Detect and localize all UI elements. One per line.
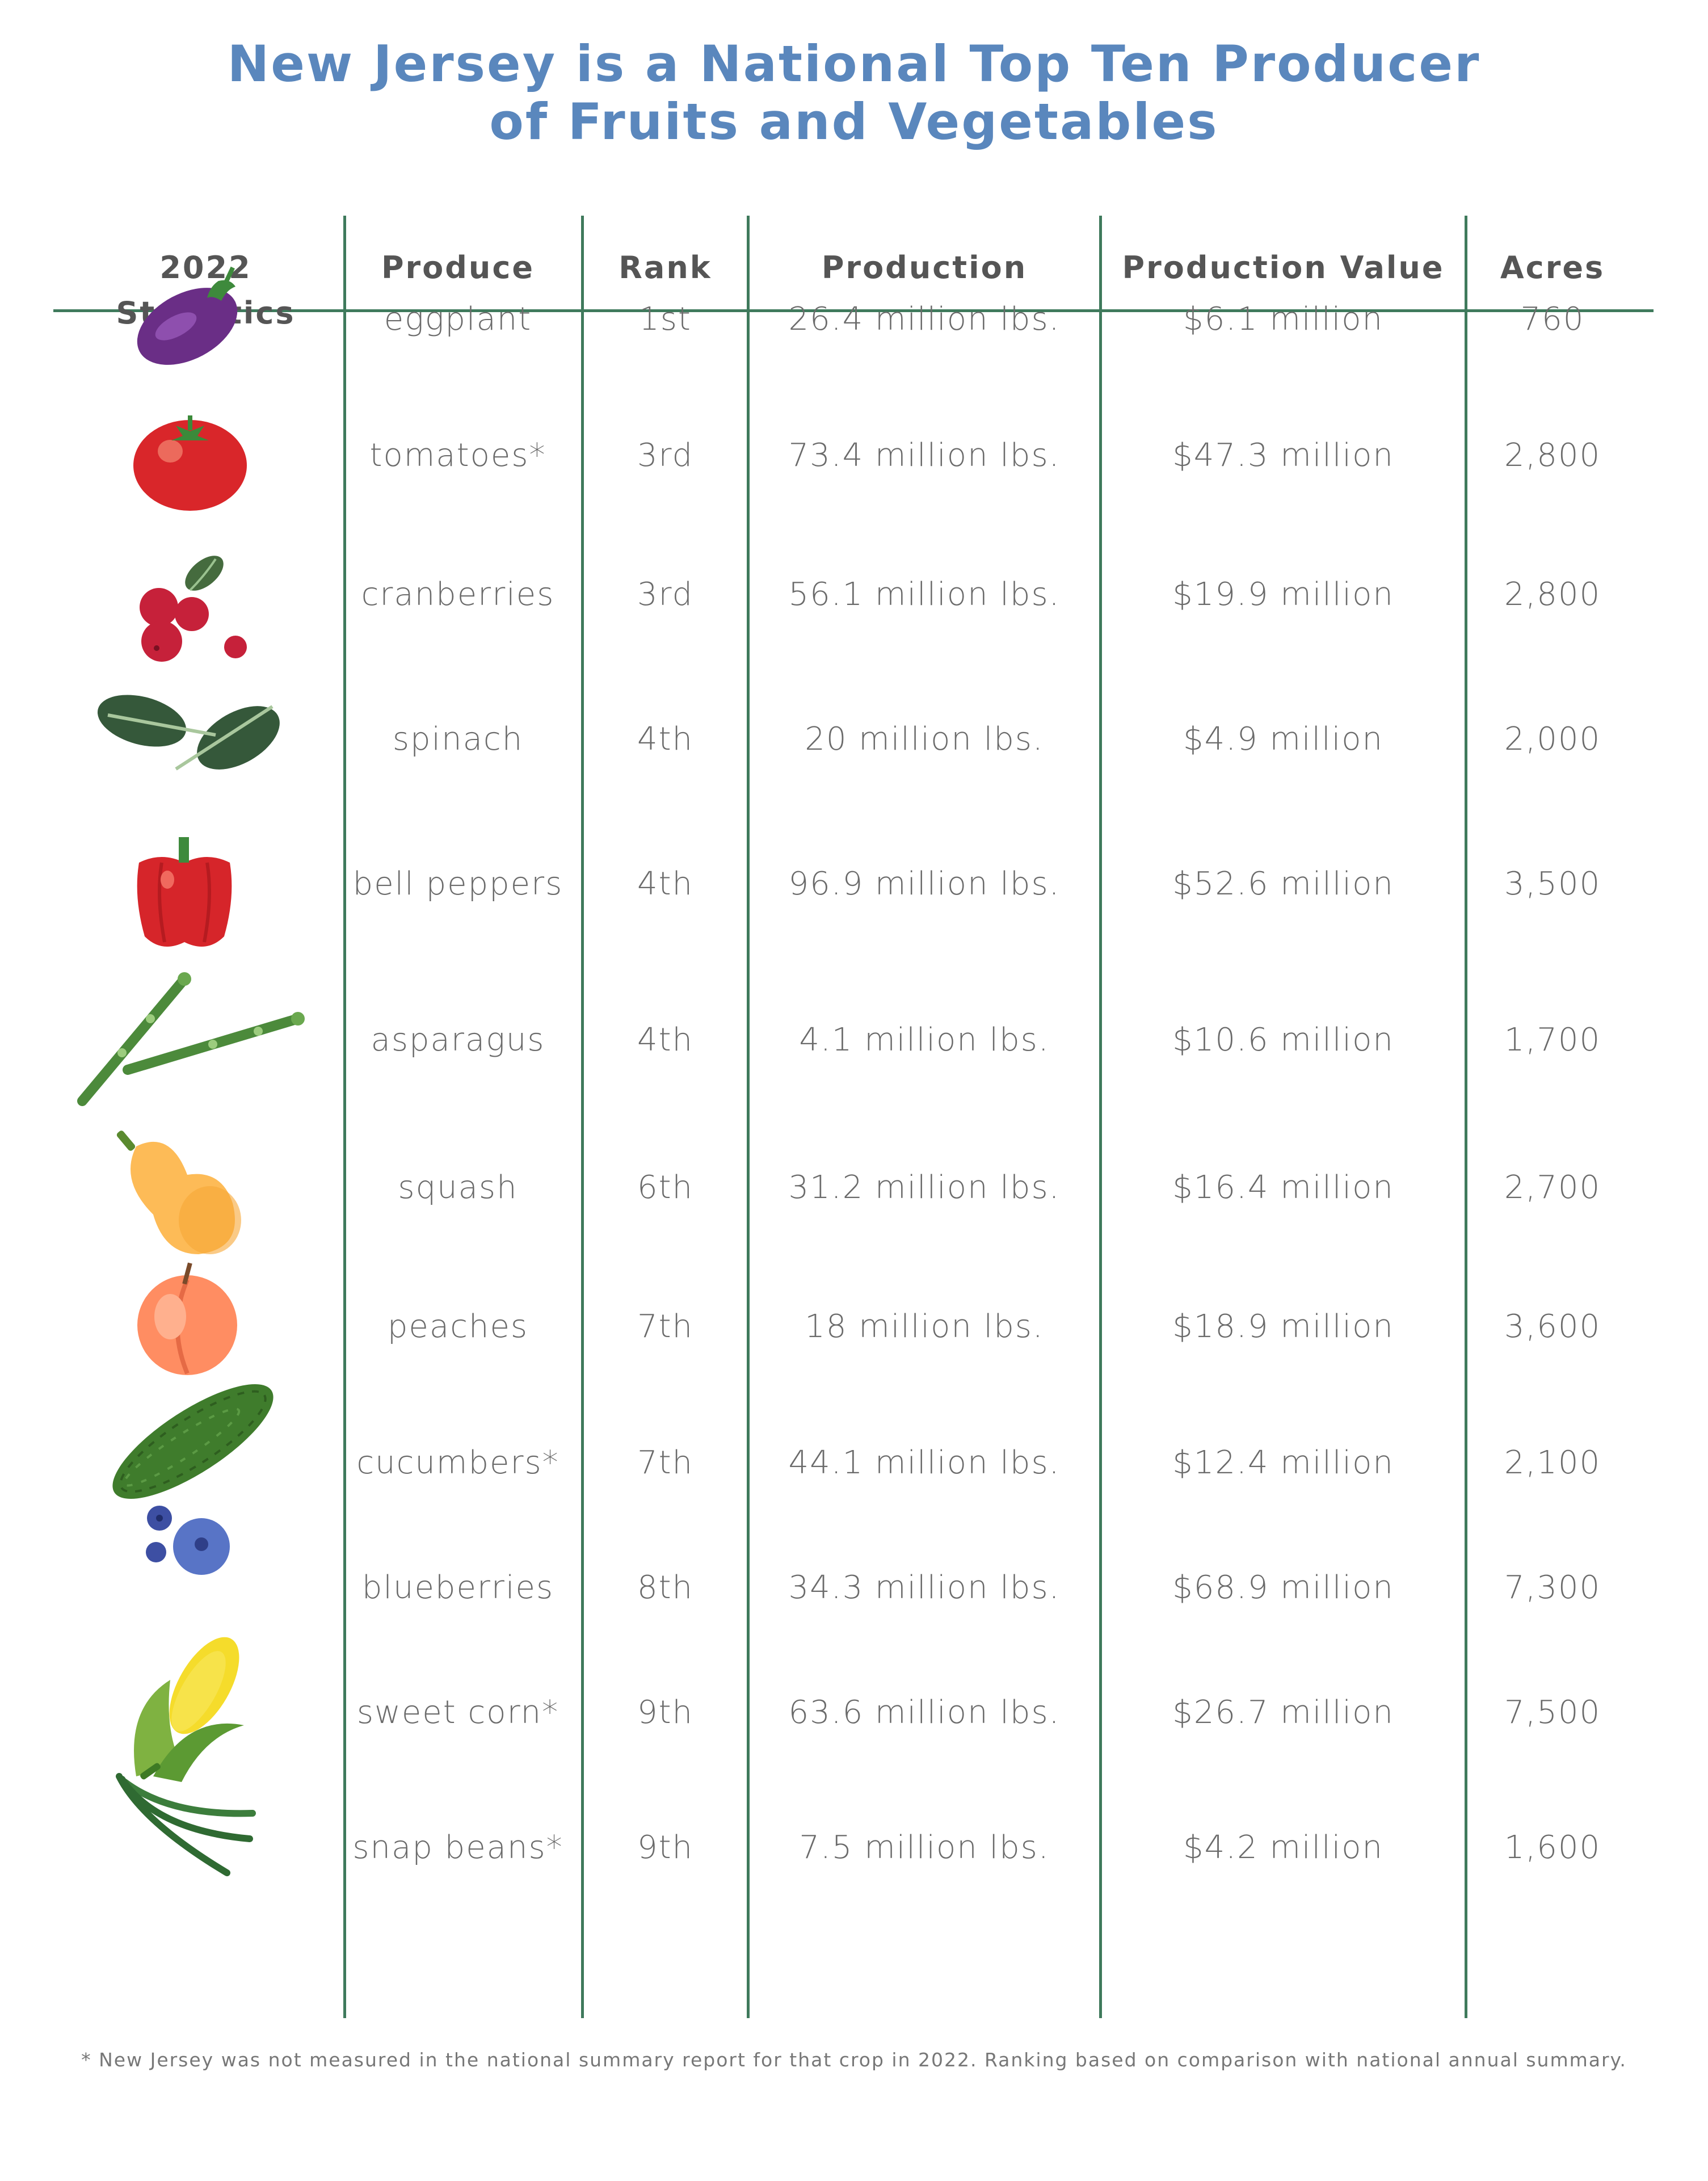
tomato-icon xyxy=(122,403,258,519)
cell-acres: 2,100 xyxy=(1504,1444,1601,1481)
cell-value: $47.3 million xyxy=(1172,437,1394,474)
cell-value: $68.9 million xyxy=(1172,1569,1394,1606)
cell-production: 73.4 million lbs. xyxy=(788,437,1061,474)
cell-acres: 2,000 xyxy=(1504,721,1601,758)
cell-acres: 1,600 xyxy=(1504,1829,1601,1866)
cell-acres: 2,800 xyxy=(1504,437,1601,474)
peach-icon xyxy=(125,1254,250,1381)
cell-produce: tomatoes* xyxy=(369,437,546,474)
cell-acres: 3,600 xyxy=(1504,1308,1601,1345)
header-produce: Produce xyxy=(381,250,535,285)
header-production-value: Production Value xyxy=(1122,250,1445,285)
cell-produce: eggplant xyxy=(384,301,532,338)
cell-production: 63.6 million lbs. xyxy=(788,1694,1061,1731)
cell-produce: squash xyxy=(398,1169,518,1206)
cell-rank: 8th xyxy=(637,1569,694,1606)
cell-production: 34.3 million lbs. xyxy=(788,1569,1061,1606)
cell-value: $26.7 million xyxy=(1172,1694,1394,1731)
cell-rank: 1st xyxy=(639,301,692,338)
cell-value: $18.9 million xyxy=(1172,1308,1394,1345)
title-line-2: of Fruits and Vegetables xyxy=(489,93,1219,151)
header-rank: Rank xyxy=(619,250,712,285)
sweet-corn-icon xyxy=(113,1629,261,1784)
cell-value: $4.2 million xyxy=(1183,1829,1384,1866)
header-acres: Acres xyxy=(1500,250,1605,285)
cell-production: 56.1 million lbs. xyxy=(788,576,1061,613)
column-divider xyxy=(1465,216,1467,2018)
cell-acres: 7,300 xyxy=(1504,1569,1601,1606)
statistics-table: 2022 Statistics Produce Rank Production … xyxy=(0,216,1708,2032)
cell-production: 18 million lbs. xyxy=(805,1308,1044,1345)
column-divider xyxy=(747,216,750,2018)
cell-production: 44.1 million lbs. xyxy=(788,1444,1061,1481)
cell-rank: 9th xyxy=(637,1694,694,1731)
column-divider xyxy=(1099,216,1102,2018)
cell-acres: 7,500 xyxy=(1504,1694,1601,1731)
cell-value: $52.6 million xyxy=(1172,865,1394,902)
spinach-icon xyxy=(91,684,295,788)
cell-produce: asparagus xyxy=(371,1022,545,1058)
cell-rank: 7th xyxy=(637,1308,694,1345)
cell-rank: 4th xyxy=(637,1022,694,1058)
cell-value: $10.6 million xyxy=(1172,1022,1394,1058)
cell-produce: cucumbers* xyxy=(356,1444,559,1481)
cell-value: $19.9 million xyxy=(1172,576,1394,613)
cell-rank: 9th xyxy=(637,1829,694,1866)
bell-pepper-icon xyxy=(122,829,247,961)
cell-production: 4.1 million lbs. xyxy=(799,1022,1050,1058)
cell-value: $6.1 million xyxy=(1183,301,1384,338)
cell-rank: 4th xyxy=(637,721,694,758)
cell-production: 26.4 million lbs. xyxy=(788,301,1061,338)
footnote: * New Jersey was not measured in the nat… xyxy=(81,2049,1627,2071)
blueberries-icon xyxy=(139,1495,241,1583)
cell-acres: 1,700 xyxy=(1504,1022,1601,1058)
column-divider xyxy=(581,216,584,2018)
header-production: Production xyxy=(821,250,1028,285)
cucumber-icon xyxy=(96,1373,289,1512)
cell-production: 31.2 million lbs. xyxy=(788,1169,1061,1206)
snap-beans-icon xyxy=(113,1771,261,1881)
squash-icon xyxy=(102,1107,261,1268)
cell-produce: blueberries xyxy=(361,1569,554,1606)
cell-produce: cranberries xyxy=(361,576,555,613)
cell-production: 20 million lbs. xyxy=(805,721,1044,758)
cell-acres: 760 xyxy=(1520,301,1585,338)
cell-value: $4.9 million xyxy=(1183,721,1384,758)
eggplant-icon xyxy=(122,255,258,383)
page-title: New Jersey is a National Top Ten Produce… xyxy=(0,35,1708,151)
asparagus-icon xyxy=(71,968,309,1117)
header-rule xyxy=(53,309,1654,312)
cell-acres: 2,800 xyxy=(1504,576,1601,613)
cell-produce: sweet corn* xyxy=(356,1694,559,1731)
cell-value: $12.4 million xyxy=(1172,1444,1394,1481)
cell-acres: 2,700 xyxy=(1504,1169,1601,1206)
cell-production: 7.5 million lbs. xyxy=(799,1829,1050,1866)
title-line-1: New Jersey is a National Top Ten Produce… xyxy=(227,35,1481,93)
cell-acres: 3,500 xyxy=(1504,865,1601,902)
cell-value: $16.4 million xyxy=(1172,1169,1394,1206)
cell-produce: snap beans* xyxy=(352,1829,563,1866)
cell-produce: bell peppers xyxy=(352,865,563,902)
cell-rank: 6th xyxy=(637,1169,694,1206)
cranberries-icon xyxy=(119,545,255,672)
cell-produce: spinach xyxy=(392,721,524,758)
cell-rank: 4th xyxy=(637,865,694,902)
cell-rank: 3rd xyxy=(637,576,694,613)
cell-produce: peaches xyxy=(387,1308,529,1345)
cell-production: 96.9 million lbs. xyxy=(788,865,1061,902)
column-divider xyxy=(343,216,346,2018)
cell-rank: 3rd xyxy=(637,437,694,474)
cell-rank: 7th xyxy=(637,1444,694,1481)
